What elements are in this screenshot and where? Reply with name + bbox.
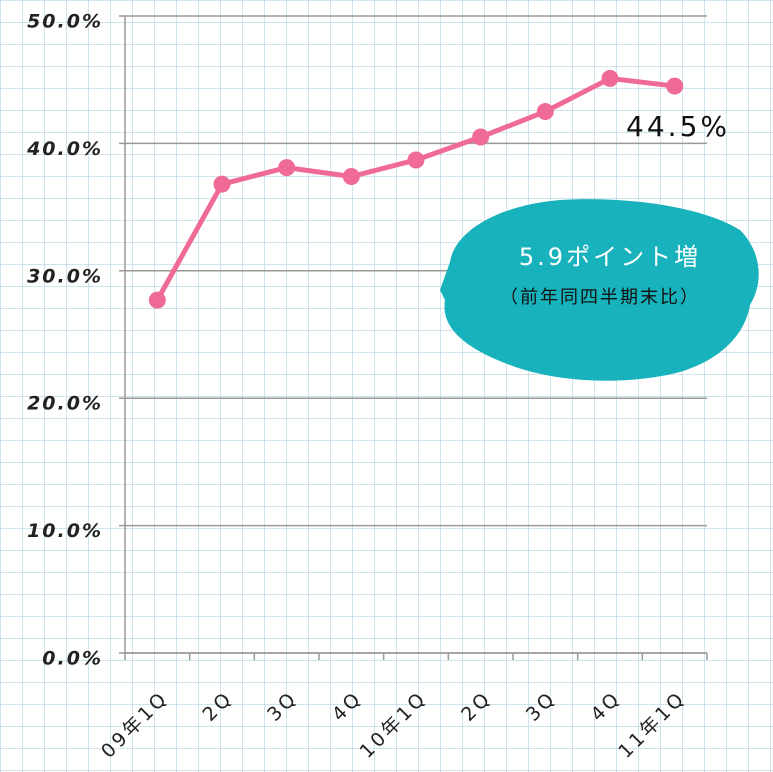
y-tick-label: 20.0% [27, 393, 103, 415]
data-point [601, 69, 619, 87]
data-point [148, 291, 166, 309]
data-point [666, 77, 684, 95]
data-point [472, 128, 490, 146]
callout-note: （前年同四半期末比） [500, 287, 700, 308]
value-annotation: 44.5% [626, 110, 730, 143]
x-tick-label: 2Q [199, 687, 238, 726]
x-tick-label: 11年1Q [614, 687, 690, 763]
data-point [213, 175, 231, 193]
y-tick-label: 40.0% [26, 138, 103, 160]
x-tick-label: 4Q [587, 687, 626, 726]
data-point [536, 103, 554, 121]
x-tick-label: 10年1Q [356, 687, 432, 763]
x-tick-label: 2Q [457, 687, 496, 726]
x-tick-label: 09年1Q [97, 687, 173, 763]
callout-blob [440, 199, 759, 381]
y-tick-label: 50.0% [27, 11, 103, 33]
data-point [342, 168, 360, 186]
x-tick-label: 3Q [263, 687, 302, 726]
x-tick-label: 4Q [328, 687, 367, 726]
data-point [278, 159, 296, 177]
y-tick-label: 0.0% [42, 648, 103, 670]
callout-title: 5.9ポイント増 [519, 243, 701, 271]
x-tick-label: 3Q [522, 687, 561, 726]
y-tick-label: 30.0% [27, 265, 103, 287]
y-tick-label: 10.0% [27, 520, 103, 542]
data-point [407, 151, 425, 169]
